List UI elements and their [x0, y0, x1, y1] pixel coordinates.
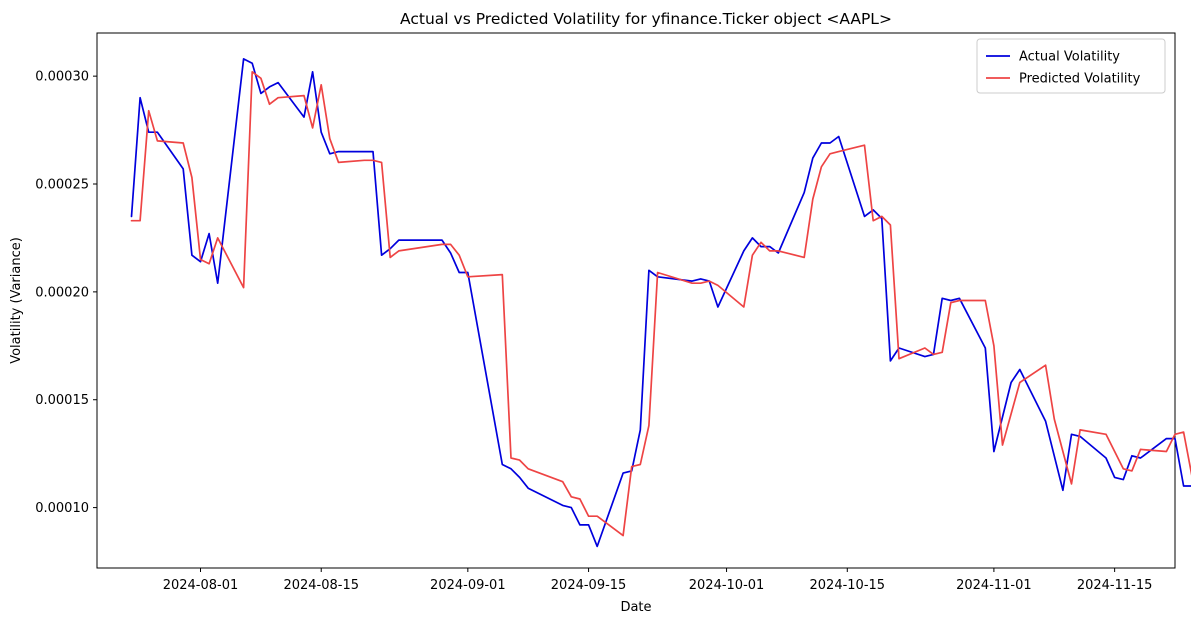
legend-label: Predicted Volatility — [1019, 72, 1141, 87]
x-tick-label: 2024-10-15 — [810, 578, 886, 593]
y-axis-label: Volatility (Variance) — [9, 237, 24, 364]
x-tick-label: 2024-08-15 — [283, 578, 359, 593]
legend-entry-actual: Actual Volatility — [986, 50, 1120, 65]
y-axis: 0.00010 0.00015 0.00020 0.00025 0.00030 — [35, 70, 97, 516]
x-axis: 2024-08-01 2024-08-15 2024-09-01 2024-09-15… — [163, 568, 1153, 593]
y-tick-label: 0.00010 — [35, 501, 89, 516]
x-tick-label: 2024-11-15 — [1077, 578, 1153, 593]
legend-label: Actual Volatility — [1019, 50, 1120, 65]
y-tick-label: 0.00025 — [35, 178, 89, 193]
x-tick-label: 2024-10-01 — [689, 578, 765, 593]
legend-entry-predicted: Predicted Volatility — [986, 72, 1141, 87]
y-tick-label: 0.00030 — [35, 70, 89, 85]
series-layer — [130, 58, 1191, 548]
predicted-volatility-line — [130, 70, 1191, 537]
legend-box — [976, 38, 1166, 94]
x-tick-label: 2024-08-01 — [163, 578, 239, 593]
plot-area — [96, 32, 1176, 569]
chart-title: Actual vs Predicted Volatility for yfina… — [400, 10, 892, 28]
x-tick-label: 2024-11-01 — [956, 578, 1032, 593]
x-axis-label: Date — [620, 600, 651, 615]
actual-volatility-line — [130, 58, 1191, 548]
x-tick-label: 2024-09-15 — [551, 578, 627, 593]
y-tick-label: 0.00020 — [35, 285, 89, 300]
x-tick-label: 2024-09-01 — [430, 578, 506, 593]
y-tick-label: 0.00015 — [35, 393, 89, 408]
legend: Actual Volatility Predicted Volatility — [976, 38, 1166, 94]
